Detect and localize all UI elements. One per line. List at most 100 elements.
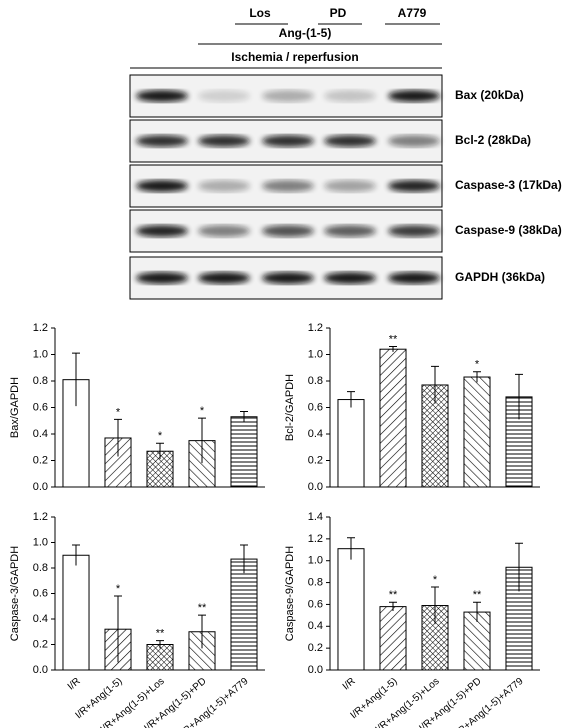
band xyxy=(136,135,188,147)
error-bar xyxy=(389,601,397,611)
error-bar xyxy=(72,352,80,407)
y-tick-label: 1.2 xyxy=(308,322,323,334)
band xyxy=(388,272,440,284)
significance: ** xyxy=(198,602,207,614)
y-tick-label: 1.0 xyxy=(33,536,48,548)
y-tick-label: 0.6 xyxy=(33,587,48,599)
band xyxy=(198,135,250,147)
bar xyxy=(337,548,365,671)
bar xyxy=(230,416,258,488)
x-tick-label: I/R+Ang(1-5)+A779 xyxy=(452,676,526,728)
band xyxy=(136,225,188,237)
bar xyxy=(146,644,174,671)
significance: * xyxy=(158,430,163,442)
band xyxy=(324,225,376,237)
bar xyxy=(379,348,407,488)
y-tick-label: 0.8 xyxy=(308,375,323,387)
protein-label: Caspase-3 (17kDa) xyxy=(455,178,562,192)
x-tick-label: I/R+Ang(1-5)+A779 xyxy=(177,676,251,728)
y-tick-label: 0.4 xyxy=(33,428,48,440)
band xyxy=(324,90,376,102)
significance: ** xyxy=(156,628,165,640)
y-tick-label: 0.4 xyxy=(308,428,323,440)
y-axis-label: Caspase-9/GAPDH xyxy=(284,546,296,641)
y-tick-label: 0.0 xyxy=(308,664,323,676)
significance: * xyxy=(475,359,480,371)
y-tick-label: 0.2 xyxy=(33,638,48,650)
error-bar xyxy=(473,601,481,622)
y-tick-label: 0.6 xyxy=(308,598,323,610)
group-label: Los xyxy=(249,6,271,20)
band xyxy=(136,272,188,284)
band xyxy=(262,135,314,147)
error-bar xyxy=(114,595,122,663)
protein-label: GAPDH (36kDa) xyxy=(455,270,545,284)
y-tick-label: 0.6 xyxy=(33,401,48,413)
significance: ** xyxy=(473,589,482,601)
significance: * xyxy=(116,583,121,595)
y-tick-label: 1.2 xyxy=(33,511,48,523)
y-tick-label: 0.4 xyxy=(33,613,48,625)
bar xyxy=(337,399,365,488)
error-bar xyxy=(72,544,80,566)
band xyxy=(198,180,250,192)
significance: ** xyxy=(389,333,398,345)
group-label: A779 xyxy=(398,6,427,20)
y-tick-label: 0.2 xyxy=(308,454,323,466)
error-bar xyxy=(198,614,206,649)
significance: ** xyxy=(389,589,398,601)
x-tick-label: I/R xyxy=(66,676,83,693)
error-bar xyxy=(156,442,164,460)
band xyxy=(136,180,188,192)
band xyxy=(388,90,440,102)
significance: * xyxy=(433,574,438,586)
y-axis-label: Caspase-3/GAPDH xyxy=(9,546,21,641)
band xyxy=(262,90,314,102)
error-bar xyxy=(473,371,481,383)
band xyxy=(388,180,440,192)
bar xyxy=(230,558,258,671)
error-bar xyxy=(431,586,439,625)
error-bar xyxy=(389,346,397,352)
band xyxy=(324,135,376,147)
band xyxy=(388,135,440,147)
y-tick-label: 0.8 xyxy=(33,375,48,387)
significance: * xyxy=(200,405,205,417)
condition-label: Ischemia / reperfusion xyxy=(231,50,358,64)
significance: * xyxy=(116,406,121,418)
band xyxy=(262,272,314,284)
y-tick-label: 0.4 xyxy=(308,620,323,632)
error-bar xyxy=(156,640,164,649)
bar xyxy=(463,376,491,488)
band xyxy=(136,90,188,102)
bar xyxy=(505,396,533,488)
band xyxy=(262,180,314,192)
y-tick-label: 0.0 xyxy=(308,481,323,493)
x-tick-label: I/R xyxy=(341,676,358,693)
band xyxy=(198,272,250,284)
y-tick-label: 0.8 xyxy=(308,576,323,588)
error-bar xyxy=(515,373,523,420)
protein-label: Bax (20kDa) xyxy=(455,88,524,102)
band xyxy=(324,180,376,192)
error-bar xyxy=(240,544,248,574)
group-label: PD xyxy=(330,6,347,20)
error-bar xyxy=(347,391,355,408)
error-bar xyxy=(240,410,248,423)
y-tick-label: 0.2 xyxy=(308,642,323,654)
band xyxy=(198,90,250,102)
y-tick-label: 0.2 xyxy=(33,454,48,466)
y-tick-label: 1.4 xyxy=(308,511,323,523)
band xyxy=(324,272,376,284)
y-tick-label: 1.2 xyxy=(308,533,323,545)
band xyxy=(388,225,440,237)
bar xyxy=(379,606,407,671)
y-tick-label: 0.0 xyxy=(33,481,48,493)
band xyxy=(198,225,250,237)
y-tick-label: 0.0 xyxy=(33,664,48,676)
protein-label: Bcl-2 (28kDa) xyxy=(455,133,531,147)
error-bar xyxy=(431,365,439,404)
y-tick-label: 1.0 xyxy=(308,348,323,360)
y-tick-label: 1.0 xyxy=(308,555,323,567)
y-tick-label: 1.2 xyxy=(33,322,48,334)
